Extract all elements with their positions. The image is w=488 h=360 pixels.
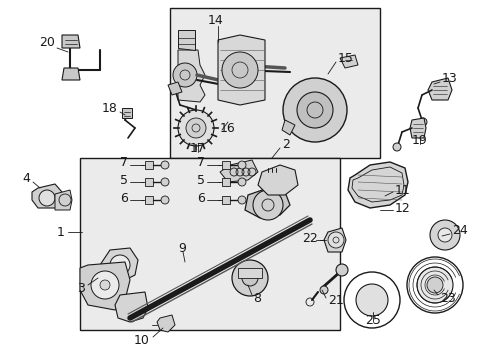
Polygon shape: [145, 196, 153, 204]
Circle shape: [161, 161, 169, 169]
Circle shape: [437, 228, 451, 242]
Circle shape: [426, 277, 442, 293]
Circle shape: [173, 63, 197, 87]
Polygon shape: [222, 178, 229, 186]
Circle shape: [238, 196, 245, 204]
Polygon shape: [178, 50, 204, 102]
Polygon shape: [178, 30, 195, 50]
Circle shape: [416, 267, 452, 303]
Polygon shape: [157, 315, 175, 332]
Circle shape: [319, 286, 327, 294]
Circle shape: [392, 143, 400, 151]
Polygon shape: [118, 278, 122, 285]
Polygon shape: [55, 190, 72, 210]
Circle shape: [296, 92, 332, 128]
Circle shape: [335, 264, 347, 276]
Polygon shape: [222, 196, 229, 204]
Polygon shape: [427, 78, 451, 100]
Circle shape: [91, 271, 119, 299]
Text: 11: 11: [394, 184, 410, 197]
Circle shape: [231, 260, 267, 296]
Text: 7: 7: [120, 157, 128, 170]
Text: 22: 22: [302, 231, 317, 244]
Polygon shape: [145, 161, 153, 169]
Text: 5: 5: [197, 174, 204, 186]
Polygon shape: [258, 165, 297, 195]
Text: 5: 5: [120, 174, 128, 186]
Circle shape: [242, 270, 258, 286]
Circle shape: [355, 284, 387, 316]
Circle shape: [238, 178, 245, 186]
Polygon shape: [347, 162, 407, 208]
Bar: [170, 8, 379, 158]
Circle shape: [283, 78, 346, 142]
Circle shape: [100, 280, 110, 290]
Polygon shape: [238, 268, 262, 278]
Polygon shape: [339, 55, 357, 68]
Polygon shape: [145, 178, 153, 186]
Circle shape: [39, 190, 55, 206]
Polygon shape: [122, 108, 132, 118]
Text: 8: 8: [252, 292, 261, 305]
Circle shape: [161, 196, 169, 204]
Polygon shape: [222, 161, 229, 169]
Text: 20: 20: [39, 36, 55, 49]
Text: 1: 1: [57, 225, 65, 238]
Polygon shape: [220, 160, 258, 182]
Text: 25: 25: [365, 314, 380, 327]
Text: 3: 3: [77, 282, 85, 294]
Polygon shape: [32, 184, 62, 208]
Text: 21: 21: [327, 293, 343, 306]
Text: 7: 7: [197, 157, 204, 170]
Polygon shape: [62, 68, 80, 80]
Polygon shape: [168, 82, 182, 95]
Circle shape: [429, 220, 459, 250]
Text: 14: 14: [208, 13, 224, 27]
Polygon shape: [282, 120, 294, 135]
Text: 23: 23: [439, 292, 455, 305]
Text: 24: 24: [451, 224, 467, 237]
Polygon shape: [100, 248, 138, 280]
Text: 19: 19: [411, 134, 427, 147]
Text: 4: 4: [22, 171, 30, 184]
Text: 10: 10: [134, 333, 150, 346]
Polygon shape: [80, 262, 130, 310]
Circle shape: [161, 178, 169, 186]
Text: 6: 6: [197, 192, 204, 204]
Text: 2: 2: [282, 139, 289, 152]
Text: 17: 17: [190, 141, 205, 154]
Circle shape: [222, 52, 258, 88]
Circle shape: [418, 118, 426, 126]
Text: 9: 9: [178, 242, 185, 255]
Polygon shape: [409, 118, 425, 138]
Circle shape: [252, 190, 283, 220]
Polygon shape: [115, 292, 148, 322]
Bar: [80, 158, 339, 330]
Text: 16: 16: [220, 122, 235, 135]
Text: 6: 6: [120, 192, 128, 204]
Text: 18: 18: [102, 102, 118, 114]
Circle shape: [110, 255, 130, 275]
Circle shape: [238, 161, 245, 169]
Polygon shape: [62, 35, 80, 48]
Polygon shape: [244, 188, 289, 218]
Polygon shape: [324, 228, 346, 252]
Circle shape: [185, 118, 205, 138]
Text: 13: 13: [441, 72, 457, 85]
Circle shape: [327, 232, 343, 248]
Text: 15: 15: [337, 51, 353, 64]
Polygon shape: [218, 35, 264, 105]
Circle shape: [178, 110, 214, 146]
Text: 12: 12: [394, 202, 410, 215]
